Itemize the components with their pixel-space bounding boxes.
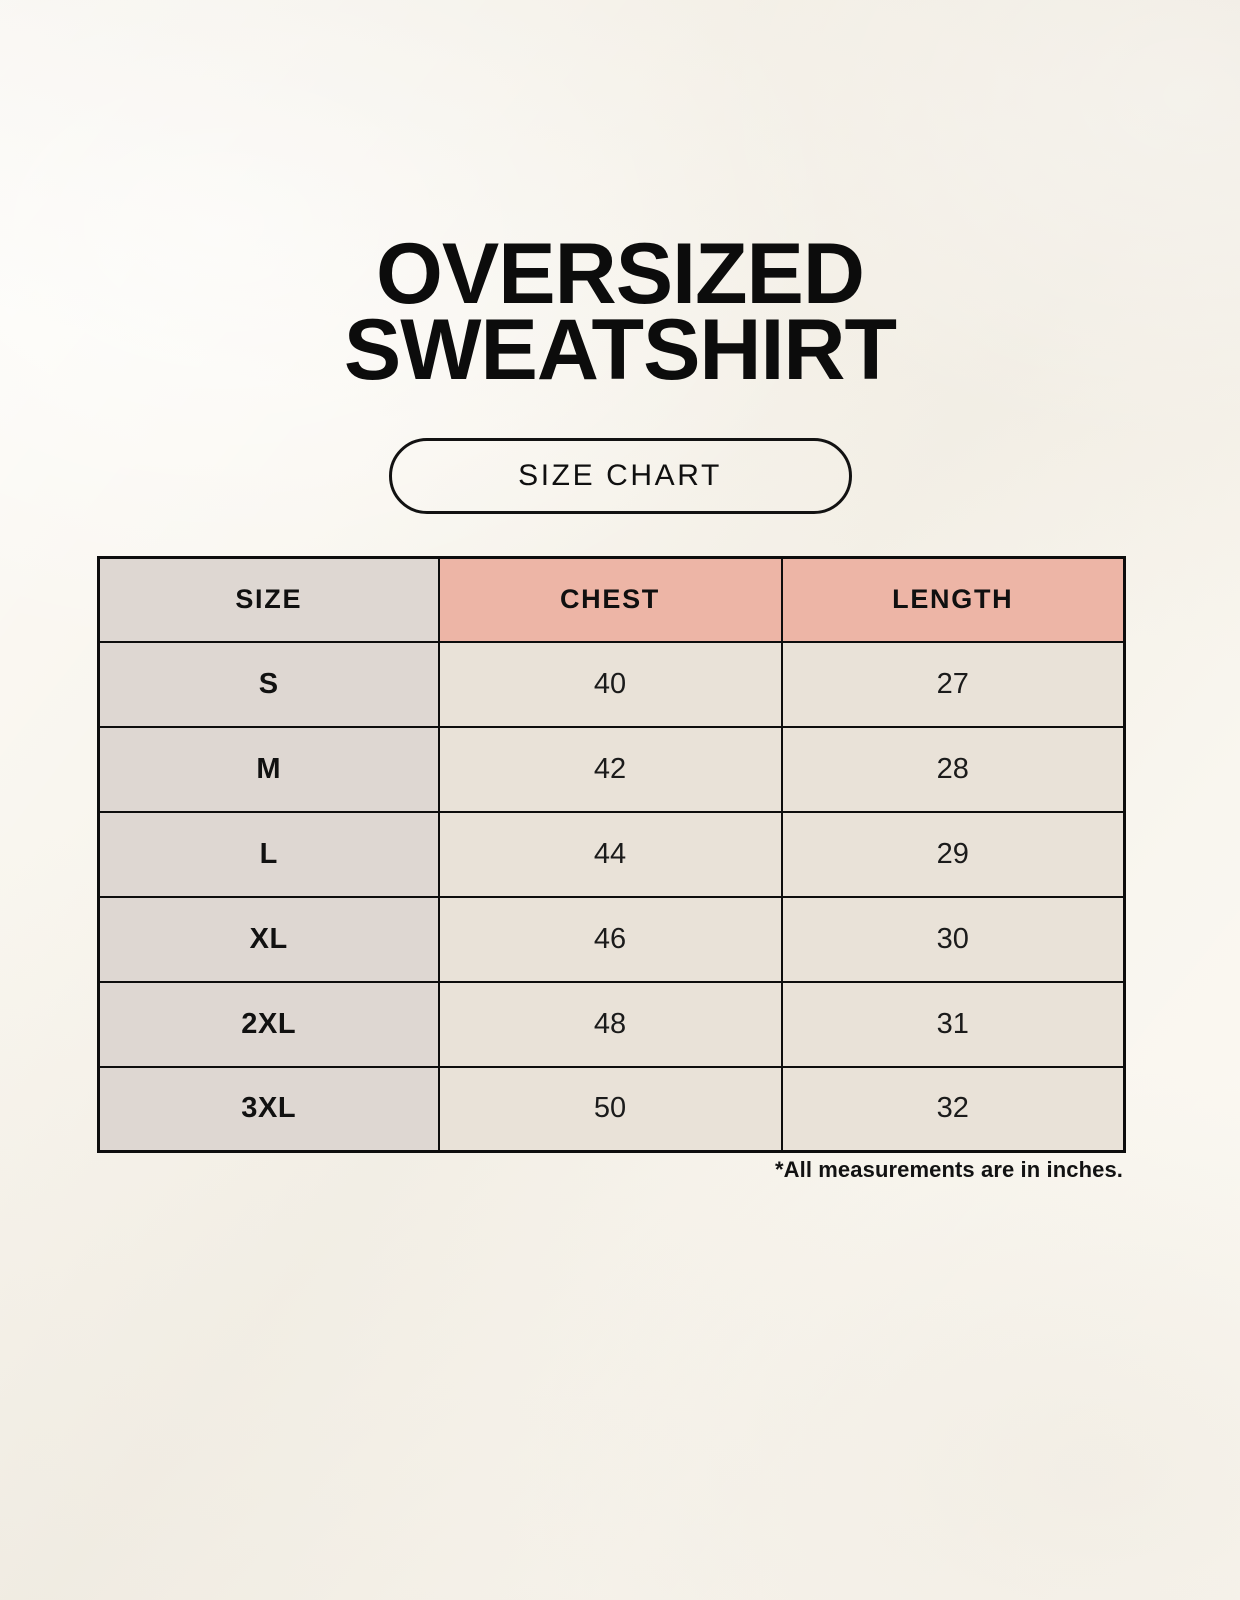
- cell-chest: 48: [437, 980, 783, 1068]
- table-row: L 44 29: [97, 810, 1126, 898]
- column-header-size: SIZE: [97, 556, 440, 643]
- table-row: XL 46 30: [97, 895, 1126, 983]
- cell-length: 32: [780, 1065, 1126, 1153]
- table-row: S 40 27: [97, 640, 1126, 728]
- size-chart-badge-container: SIZE CHART: [0, 438, 1240, 514]
- cell-chest: 40: [437, 640, 783, 728]
- cell-size: 2XL: [97, 980, 440, 1068]
- table-row: M 42 28: [97, 725, 1126, 813]
- cell-length: 30: [780, 895, 1126, 983]
- cell-chest: 42: [437, 725, 783, 813]
- page-title-line-2: SWEATSHIRT: [343, 302, 897, 398]
- size-chart-table-container: SIZE CHEST LENGTH S 40 27 M 42 28 L: [97, 556, 1126, 1153]
- measurements-footnote: *All measurements are in inches.: [774, 1157, 1123, 1182]
- cell-size: M: [97, 725, 440, 813]
- cell-size: XL: [97, 895, 440, 983]
- column-header-chest: CHEST: [437, 556, 783, 643]
- cell-chest: 44: [437, 810, 783, 898]
- cell-length: 27: [780, 640, 1126, 728]
- cell-chest: 50: [437, 1065, 783, 1153]
- table-header-row: SIZE CHEST LENGTH: [97, 556, 1126, 643]
- cell-chest: 46: [437, 895, 783, 983]
- cell-size: S: [97, 640, 440, 728]
- cell-length: 29: [780, 810, 1126, 898]
- size-chart-badge: SIZE CHART: [388, 438, 852, 514]
- cell-size: L: [97, 810, 440, 898]
- cell-length: 31: [780, 980, 1126, 1068]
- cell-length: 28: [780, 725, 1126, 813]
- page-title: OVERSIZED SWEATSHIRT: [0, 226, 1240, 398]
- table-body: S 40 27 M 42 28 L 44 29 XL 46 30: [97, 640, 1126, 1153]
- column-header-length: LENGTH: [780, 556, 1126, 643]
- table-header: SIZE CHEST LENGTH: [97, 556, 1126, 643]
- table-row: 2XL 48 31: [97, 980, 1126, 1068]
- cell-size: 3XL: [97, 1065, 440, 1153]
- page-title-line-1: OVERSIZED: [376, 226, 865, 322]
- table-row: 3XL 50 32: [97, 1065, 1126, 1153]
- size-chart-table: SIZE CHEST LENGTH S 40 27 M 42 28 L: [97, 556, 1126, 1153]
